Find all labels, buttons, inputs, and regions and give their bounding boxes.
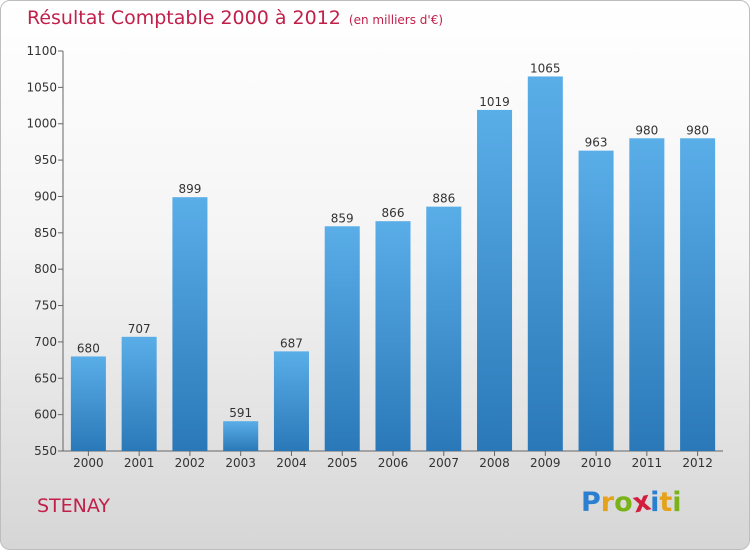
data-label: 963 [585, 136, 608, 150]
bar [273, 351, 309, 451]
bar [70, 356, 106, 451]
y-tick-label: 850 [34, 226, 57, 240]
data-label: 591 [229, 406, 252, 420]
bar [680, 138, 716, 452]
chart-bars [70, 76, 716, 452]
data-label: 980 [635, 123, 658, 137]
y-tick-label: 600 [34, 408, 57, 422]
bar [375, 221, 411, 451]
logo-letter: i [650, 487, 660, 518]
y-tick-label: 650 [34, 371, 57, 385]
logo-letter: i [672, 487, 682, 518]
x-tick-label: 2002 [175, 456, 206, 470]
x-tick-label: 2007 [428, 456, 459, 470]
x-tick-label: 2004 [276, 456, 307, 470]
logo-letter: t [659, 487, 673, 518]
y-tick-label: 900 [34, 189, 57, 203]
x-tick-label: 2000 [73, 456, 104, 470]
y-tick-label: 1050 [26, 80, 57, 94]
data-label: 899 [178, 182, 201, 196]
data-label: 1019 [479, 95, 510, 109]
y-tick-label: 950 [34, 153, 57, 167]
data-label: 886 [432, 192, 455, 206]
x-tick-label: 2009 [530, 456, 561, 470]
city-name: STENAY [37, 495, 111, 517]
data-label: 859 [331, 211, 354, 225]
x-tick-label: 2010 [581, 456, 612, 470]
logo-letter: P [581, 487, 601, 518]
chart-title: Résultat Comptable 2000 à 2012 (en millie… [27, 7, 443, 29]
logo-letter: r [600, 487, 615, 518]
bar [578, 150, 614, 452]
x-tick-label: 2012 [682, 456, 713, 470]
bar [324, 226, 360, 451]
chart-title-main: Résultat Comptable 2000 à 2012 [27, 7, 341, 29]
bar [477, 109, 513, 451]
y-tick-label: 800 [34, 262, 57, 276]
y-tick-label: 550 [34, 444, 57, 458]
y-tick-label: 750 [34, 299, 57, 313]
x-tick-label: 2003 [225, 456, 256, 470]
y-tick-label: 700 [34, 335, 57, 349]
chart-title-unit: (en milliers d'€) [348, 13, 444, 27]
x-tick-label: 2006 [378, 456, 409, 470]
data-label: 1065 [530, 61, 561, 75]
x-tick-label: 2008 [479, 456, 510, 470]
x-tick-label: 2001 [124, 456, 155, 470]
logo-letter: o [614, 487, 633, 518]
data-label: 866 [382, 206, 405, 220]
data-label: 980 [686, 123, 709, 137]
x-tick-label: 2005 [327, 456, 358, 470]
proxiti-logo: Proxiti [581, 486, 682, 520]
bar [527, 76, 563, 452]
y-tick-label: 1000 [26, 117, 57, 131]
data-label: 680 [77, 341, 100, 355]
data-label: 687 [280, 336, 303, 350]
bar [121, 336, 157, 451]
bar [426, 206, 462, 451]
bar [172, 197, 208, 451]
bar [223, 421, 259, 451]
data-label: 707 [128, 322, 151, 336]
x-tick-label: 2011 [632, 456, 663, 470]
bar [629, 138, 665, 452]
y-tick-label: 1100 [26, 44, 57, 58]
chart-data-labels: 680 707 899 591 687 859 866 886 1019 1065 963 980 98… [77, 61, 709, 420]
